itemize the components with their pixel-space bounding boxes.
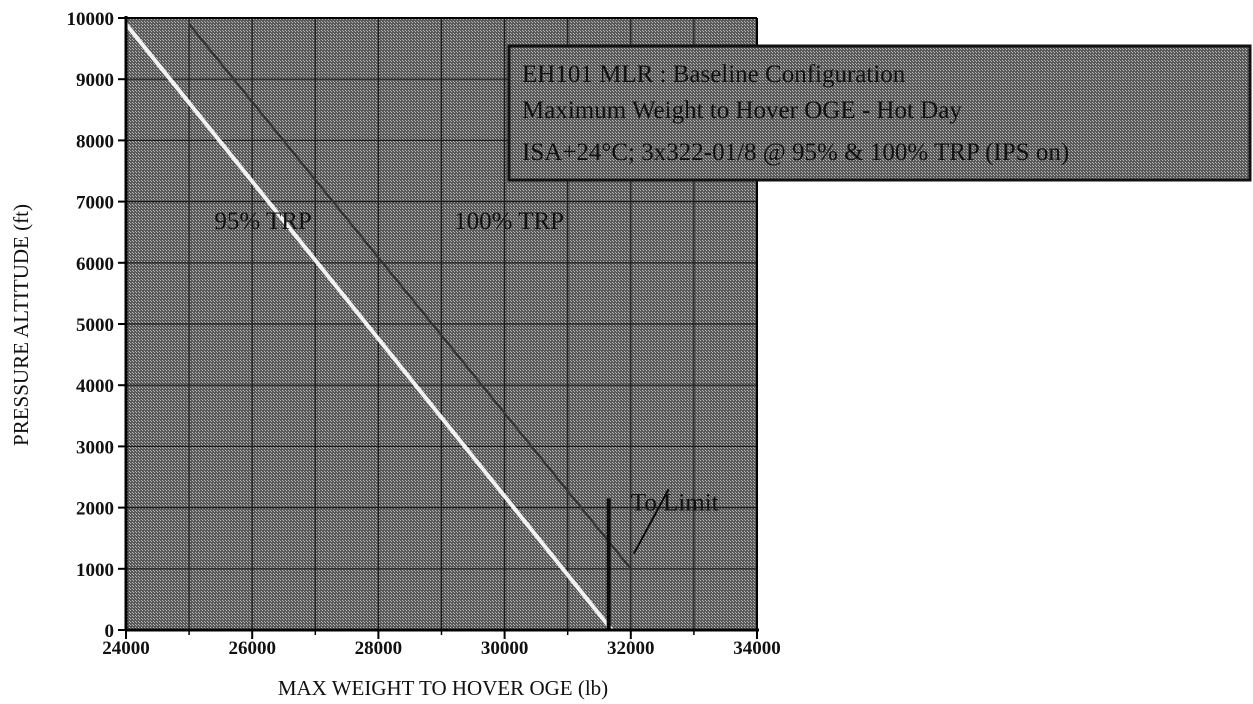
series-line-95-trp [124, 22, 614, 632]
tick-labels: 0 1000 2000 3000 4000 5000 6000 7000 8000 9000 100… [67, 9, 781, 659]
y-tick-label: 10000 [67, 9, 115, 30]
x-tick-label: 34000 [733, 638, 781, 659]
y-tick-label: 2000 [76, 499, 114, 520]
series-layer [124, 22, 670, 632]
axes [118, 16, 759, 639]
legend-box: EH101 MLR : Baseline Configuration Maxim… [507, 44, 1252, 182]
legend-box-frame [507, 44, 1252, 182]
series-line-100-trp [188, 23, 632, 570]
x-tick-label: 26000 [228, 638, 276, 659]
legend-line-2: Maximum Weight to Hover OGE - Hot Day [522, 97, 962, 124]
x-tick-label: 28000 [355, 638, 403, 659]
y-tick-label: 5000 [76, 315, 114, 336]
y-tick-label: 7000 [76, 193, 114, 214]
y-tick-label: 8000 [76, 131, 114, 152]
y-tick-label: 9000 [76, 70, 114, 91]
y-tick-label: 4000 [76, 376, 114, 397]
annotation-label-1: 95% TRP [214, 208, 311, 235]
y-tick-label: 1000 [76, 560, 114, 581]
legend-line-1: EH101 MLR : Baseline Configuration [522, 61, 906, 88]
annotations: 95% TRP 100% TRP To Limit [214, 208, 718, 517]
legend-line-3: ISA+24°C; 3x322-01/8 @ 95% & 100% TRP (I… [522, 139, 1069, 166]
y-tick-label: 6000 [76, 254, 114, 275]
annotation-label-2: 100% TRP [454, 208, 564, 235]
y-tick-label: 3000 [76, 437, 114, 458]
annotation-label-3: To Limit [631, 490, 719, 517]
x-axis-title: MAX WEIGHT TO HOVER OGE (lb) [278, 676, 608, 700]
x-tick-label: 30000 [481, 638, 529, 659]
y-tick-label: 0 [105, 621, 115, 642]
y-axis-title: PRESSURE ALTITUDE (ft) [9, 204, 33, 446]
x-tick-label: 24000 [102, 638, 150, 659]
x-tick-label: 32000 [607, 638, 655, 659]
limit-pointer [633, 488, 670, 554]
